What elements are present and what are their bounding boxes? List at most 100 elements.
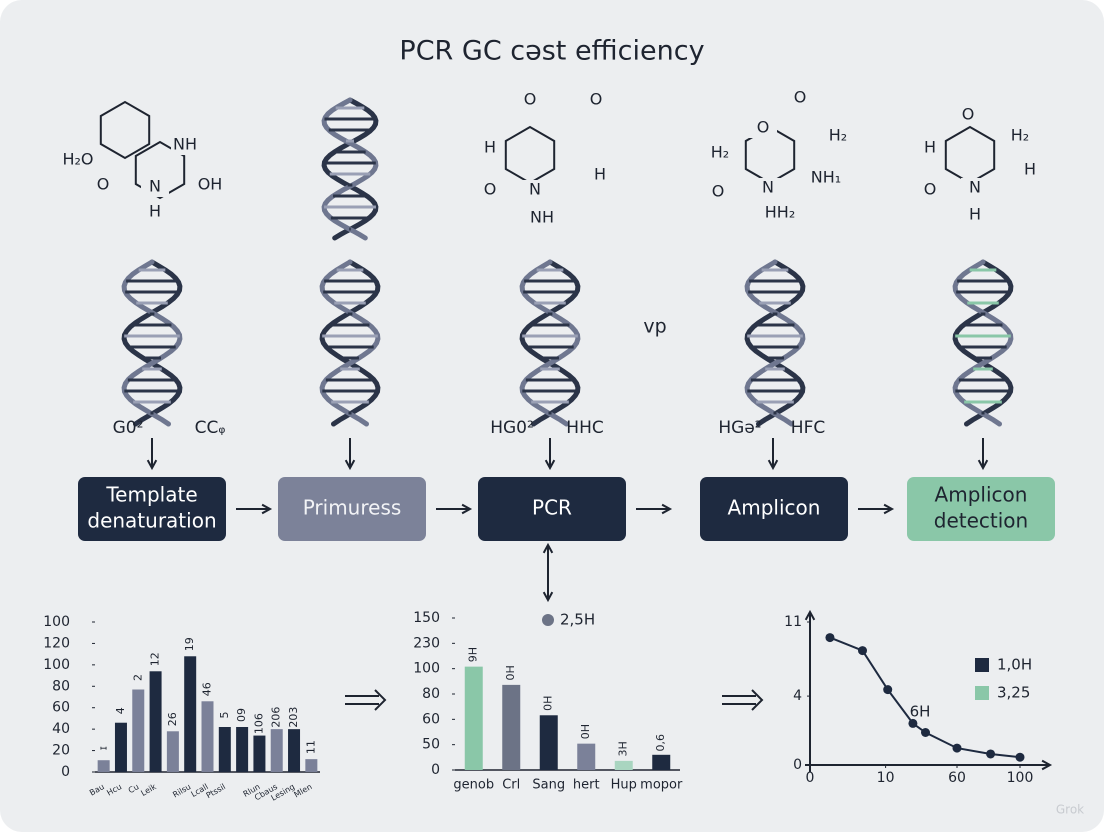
- flow-label: Amplicon: [935, 483, 1028, 507]
- x-tick-label: Sang: [532, 778, 565, 793]
- arrow-head: [461, 503, 473, 515]
- y-tick-label: 4: [793, 688, 802, 704]
- x-tick-label: mopor: [640, 778, 683, 793]
- atom-label: OH: [198, 175, 223, 194]
- label-bg: [786, 88, 814, 108]
- bar-label: 0H: [542, 696, 555, 711]
- helix-strand: [319, 259, 381, 427]
- y-tick-label: 40: [52, 721, 70, 737]
- arrow-head: [883, 503, 895, 515]
- y-tick-label: 60: [422, 711, 440, 727]
- bar-label: 0,6: [654, 734, 667, 752]
- bar: [539, 715, 558, 770]
- legend-label: 1,0H: [997, 656, 1032, 674]
- molecule-ring: [134, 140, 186, 200]
- bar-label: 106: [252, 713, 265, 734]
- flow-box: [907, 477, 1055, 541]
- bar: [502, 684, 521, 770]
- label-bg: [476, 180, 504, 200]
- bar-label: 19: [183, 637, 196, 651]
- atom-label: O: [757, 118, 770, 137]
- point: [908, 718, 918, 728]
- helix-label: CCᵩ: [195, 418, 226, 438]
- label-bg: [1016, 160, 1044, 180]
- label-bg: [812, 168, 840, 188]
- flow-label: PCR: [532, 496, 572, 520]
- atom-label: H₂: [1011, 126, 1029, 145]
- bar: [614, 760, 633, 770]
- flow-label: denaturation: [87, 509, 216, 533]
- arrow-head: [344, 459, 356, 471]
- label-bg: [196, 175, 224, 195]
- y-tick-label: 80: [422, 686, 440, 702]
- y-tick-label: 20: [52, 743, 70, 759]
- point: [883, 685, 893, 695]
- point: [921, 728, 930, 737]
- arrow-head: [542, 591, 554, 603]
- atom-label: NH₁: [811, 168, 841, 187]
- helix-strand: [952, 259, 1014, 427]
- atom-label: NH: [530, 208, 554, 227]
- atom-label: HH₂: [765, 203, 795, 222]
- helix-label: G0²: [113, 418, 144, 438]
- atom-label: O: [590, 90, 603, 109]
- y-tick-label: 0: [793, 757, 802, 773]
- x-tick-label: Hup: [611, 778, 637, 793]
- y-tick-label: 100: [43, 657, 70, 673]
- y-tick-label: 60: [52, 700, 70, 716]
- bar-label: 4: [114, 707, 127, 714]
- y-tick-label: 100: [413, 661, 440, 677]
- helix-strand: [744, 259, 806, 427]
- bar: [464, 666, 483, 770]
- point: [858, 646, 867, 656]
- helix-strand: [319, 259, 381, 427]
- bar: [184, 656, 197, 772]
- y-tick-label: 230: [413, 635, 440, 651]
- label-bg: [528, 208, 556, 228]
- y-tick-label: 150: [413, 610, 440, 626]
- y-tick-label: 120: [43, 635, 70, 651]
- annotation: vp: [643, 316, 666, 338]
- point: [825, 633, 835, 643]
- atom-label: O: [924, 180, 937, 199]
- bar: [236, 727, 249, 772]
- flow-box: [700, 477, 848, 541]
- atom-label: H: [149, 202, 161, 221]
- atom-label: H: [1024, 160, 1036, 179]
- label-bg: [824, 126, 852, 146]
- legend-swatch: [975, 658, 989, 672]
- atom-label: N: [529, 180, 541, 199]
- point: [1015, 752, 1025, 762]
- legend-swatch: [542, 614, 554, 626]
- arrow-head: [767, 459, 779, 471]
- atom-label: O: [962, 105, 975, 124]
- atom-label: O: [524, 90, 537, 109]
- bar-label: 46: [201, 682, 214, 696]
- arrow-head: [261, 503, 273, 515]
- helix-label: HHC: [566, 418, 603, 438]
- atom-label: H₂: [711, 143, 729, 162]
- bar-label: 206: [270, 707, 283, 728]
- atom-label: N: [969, 178, 981, 197]
- legend-label: 2,5H: [560, 611, 595, 629]
- helix-strand: [121, 259, 183, 427]
- label-bg: [916, 180, 944, 200]
- bar-label: 11: [304, 740, 317, 754]
- helix-label: HFC: [791, 418, 825, 438]
- label-bg: [521, 180, 549, 200]
- bar: [253, 735, 266, 772]
- flow-box: [478, 477, 626, 541]
- label-bg: [704, 182, 732, 202]
- arrow-head: [146, 459, 158, 471]
- point: [952, 743, 962, 753]
- label-bg: [954, 105, 982, 125]
- arrow-head: [804, 609, 816, 621]
- helix-strand: [952, 259, 1014, 427]
- atom-label: H₂: [829, 126, 847, 145]
- bar-label: 0H: [579, 724, 592, 739]
- atom-label: H: [594, 165, 606, 184]
- title: PCR GC cǝst efficiency: [399, 36, 704, 67]
- label-bg: [586, 165, 614, 185]
- legend-swatch: [975, 686, 989, 700]
